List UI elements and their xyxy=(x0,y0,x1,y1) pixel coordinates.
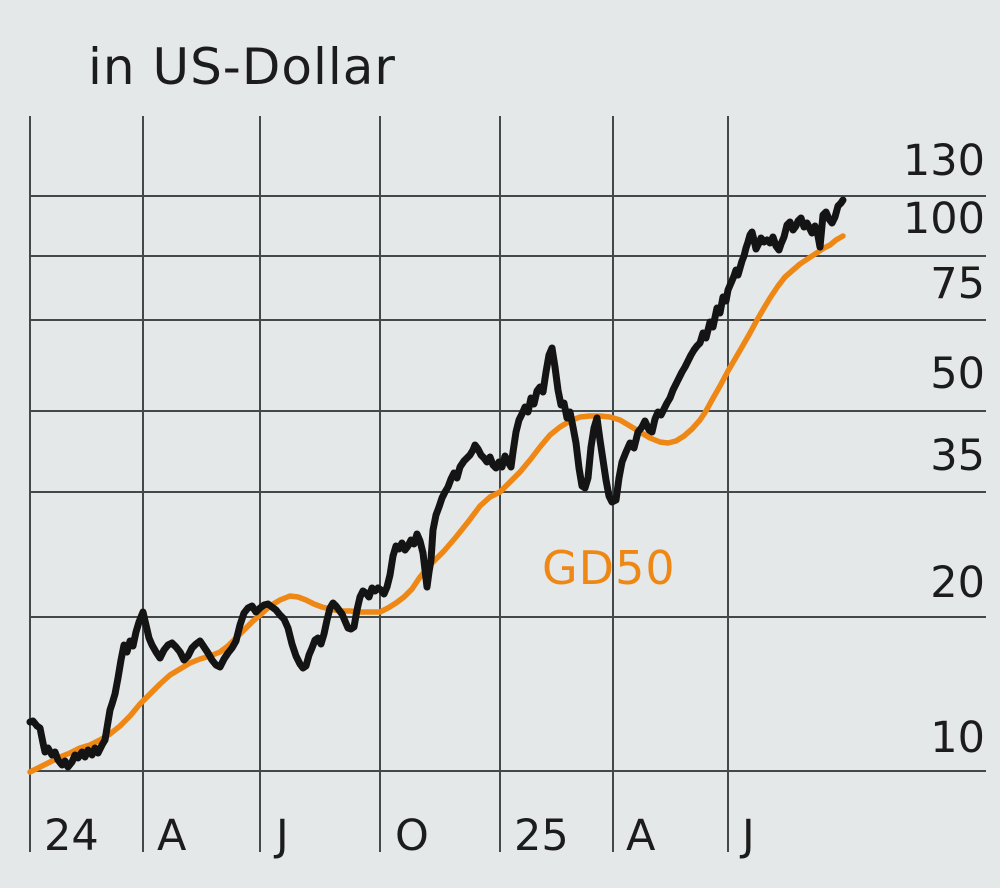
y-tick-label: 50 xyxy=(930,349,985,399)
x-tick-label: 25 xyxy=(514,811,569,861)
y-tick-label: 20 xyxy=(930,558,985,608)
price-line xyxy=(26,196,847,771)
y-tick-label: 130 xyxy=(903,136,985,186)
x-tick-label: J xyxy=(739,811,755,861)
x-tick-label: J xyxy=(273,811,289,861)
x-tick-label: O xyxy=(395,811,429,861)
y-tick-label: 75 xyxy=(930,259,985,309)
x-tick-label: A xyxy=(626,811,656,861)
gd50-series-label: GD50 xyxy=(542,541,676,595)
y-axis-labels: 130 100 75 50 35 20 10 xyxy=(903,136,985,763)
x-tick-label: 24 xyxy=(44,811,99,861)
gridlines xyxy=(29,116,986,852)
gd50-moving-average-line xyxy=(27,233,846,775)
x-tick-label: A xyxy=(157,811,187,861)
y-tick-label: 10 xyxy=(930,713,985,763)
y-tick-label: 35 xyxy=(930,431,985,481)
x-axis-labels: 24 A J O 25 A J xyxy=(44,811,755,861)
y-tick-label: 100 xyxy=(903,194,985,244)
chart-title: in US-Dollar xyxy=(88,38,396,96)
